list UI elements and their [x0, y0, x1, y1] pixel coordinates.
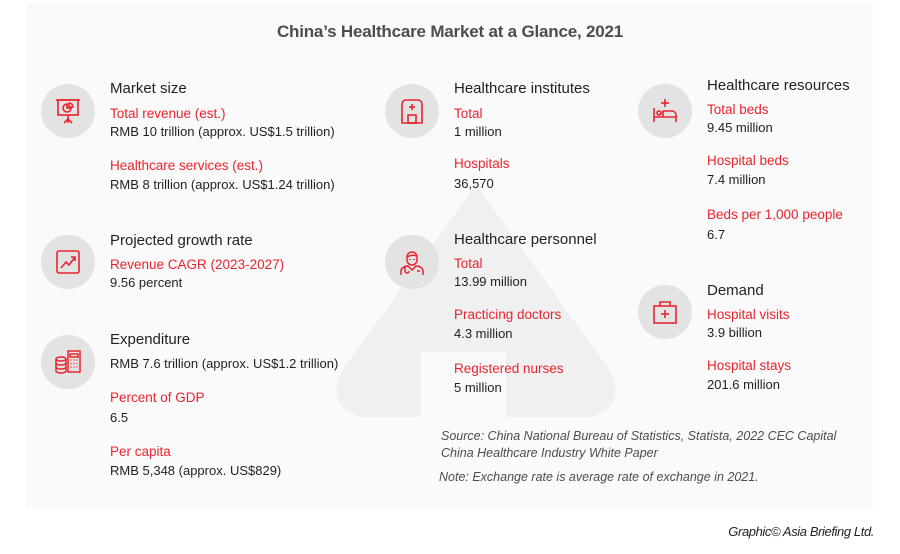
hospital-bed-icon [653, 99, 677, 122]
beds-per-1000-label: Beds per 1,000 people [707, 207, 843, 222]
healthcare-services-value: RMB 8 trillion (approx. US$1.24 trillion… [110, 177, 335, 192]
revenue-cagr-label: Revenue CAGR (2023-2027) [110, 257, 285, 272]
first-aid-kit-icon [653, 301, 677, 324]
hospital-beds-value: 7.4 million [707, 172, 766, 187]
coins-calculator-icon [55, 350, 81, 374]
total-revenue-value: RMB 10 trillion (approx. US$1.5 trillion… [110, 124, 335, 139]
infographic-title: China’s Healthcare Market at a Glance, 2… [276, 22, 624, 41]
practicing-doctors-label: Practicing doctors [454, 307, 562, 322]
infographic-panel [26, 2, 873, 509]
source-text: Source: China National Bureau of Statist… [441, 428, 836, 462]
personnel-heading: Healthcare personnel [454, 231, 597, 248]
percent-gdp-value: 6.5 [110, 410, 129, 425]
per-capita-label: Per capita [110, 444, 171, 459]
institutes-heading: Healthcare institutes [454, 80, 590, 97]
institutes-total-label: Total [454, 106, 483, 121]
institutes-total-value: 1 million [454, 124, 502, 139]
hospital-visits-value: 3.9 billion [707, 325, 762, 340]
total-beds-label: Total beds [707, 102, 769, 117]
source-line-1: Source: China National Bureau of Statist… [441, 429, 837, 443]
expenditure-total-value: RMB 7.6 trillion (approx. US$1.2 trillio… [110, 356, 339, 371]
hospitals-value: 36,570 [454, 176, 494, 191]
registered-nurses-label: Registered nurses [454, 361, 564, 376]
hospital-visits-label: Hospital visits [707, 307, 790, 322]
growth-icon-circle [41, 235, 95, 289]
per-capita-value: RMB 5,348 (approx. US$829) [110, 463, 282, 478]
institutes-icon-circle [385, 84, 439, 138]
resources-heading: Healthcare resources [707, 77, 850, 94]
credit-text: Graphic© Asia Briefing Ltd. [728, 524, 874, 539]
personnel-icon-circle [385, 235, 439, 289]
beds-per-1000-value: 6.7 [707, 227, 726, 242]
source-line-2: China Healthcare Industry White Paper [441, 446, 658, 460]
growth-heading: Projected growth rate [110, 232, 253, 249]
personnel-total-value: 13.99 million [454, 274, 527, 289]
watermark-logo-icon [336, 185, 616, 417]
resources-icon-circle [638, 84, 692, 138]
market-size-heading: Market size [110, 80, 187, 97]
expenditure-icon-circle [41, 335, 95, 389]
expenditure-heading: Expenditure [110, 331, 191, 348]
hospital-stays-label: Hospital stays [707, 358, 792, 373]
percent-gdp-label: Percent of GDP [110, 390, 205, 405]
market-size-icon-circle [41, 84, 95, 138]
hospital-stays-value: 201.6 million [707, 377, 780, 392]
revenue-cagr-value: 9.56 percent [110, 275, 183, 290]
note-text: Note: Exchange rate is average rate of e… [439, 470, 759, 484]
hospital-beds-label: Hospital beds [707, 153, 789, 168]
personnel-total-label: Total [454, 256, 483, 271]
practicing-doctors-value: 4.3 million [454, 326, 513, 341]
presentation-pie-chart-icon [56, 99, 80, 124]
trending-up-chart-icon [56, 250, 80, 274]
total-revenue-label: Total revenue (est.) [110, 106, 226, 121]
hospitals-label: Hospitals [454, 156, 510, 171]
doctor-icon [400, 251, 424, 275]
hospital-building-icon [401, 99, 423, 124]
total-beds-value: 9.45 million [707, 120, 773, 135]
demand-heading: Demand [707, 282, 764, 299]
healthcare-services-label: Healthcare services (est.) [110, 158, 264, 173]
registered-nurses-value: 5 million [454, 380, 502, 395]
demand-icon-circle [638, 285, 692, 339]
